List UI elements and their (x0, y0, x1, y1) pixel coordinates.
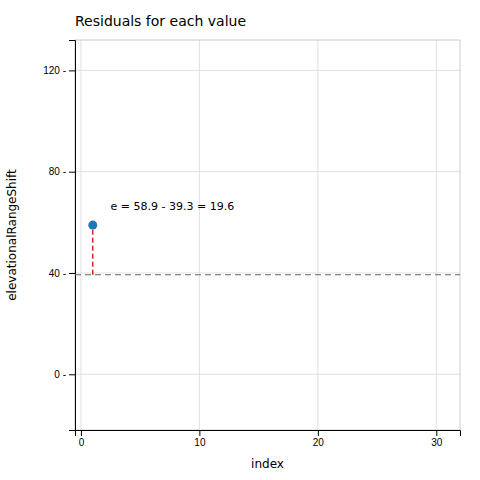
chart-container: 0 10 20 30 0 - 40 - 80 - 120 - e = 58.9 - 39.3 =… (0, 0, 480, 480)
y-tick-mark (69, 70, 75, 71)
x-tick: 10 (194, 430, 206, 448)
x-axis: 0 10 20 30 (76, 430, 461, 448)
x-axis-line (76, 431, 461, 437)
x-tick-label: 30 (431, 437, 443, 448)
chart-svg: 0 10 20 30 0 - 40 - 80 - 120 - e = 58.9 - 39.3 =… (0, 0, 480, 480)
grid-line-x (317, 40, 318, 430)
grid-line-y (75, 70, 460, 71)
y-tick: 120 - (43, 65, 75, 76)
y-axis: 0 - 40 - 80 - 120 - (43, 41, 75, 431)
y-tick: 0 - (54, 369, 75, 380)
y-tick-label: 120 - (43, 65, 66, 76)
x-axis-title: index (251, 457, 284, 471)
y-tick-label: 0 - (54, 369, 66, 380)
point (88, 221, 97, 230)
grid-line-y (75, 171, 460, 172)
y-tick-label: 80 - (49, 166, 66, 177)
grid-line-x (80, 40, 81, 430)
plot-frame (75, 40, 460, 430)
x-tick: 0 (79, 430, 85, 448)
y-tick-label: 40 - (49, 268, 66, 279)
y-tick-mark (69, 273, 75, 274)
plot: 0 10 20 30 0 - 40 - 80 - 120 - e = 58.9 - 39.3 =… (43, 40, 460, 448)
y-tick-mark (69, 172, 75, 173)
title: Residuals for each value (75, 13, 246, 29)
grid-line-y (75, 272, 460, 273)
x-tick: 20 (313, 430, 325, 448)
x-tick-label: 20 (313, 437, 325, 448)
grid-line-x (199, 40, 200, 430)
residual-segment (92, 225, 94, 275)
marks (75, 221, 460, 275)
x-tick-label: 0 (79, 437, 85, 448)
y-tick: 80 - (49, 166, 75, 177)
grid (75, 40, 460, 430)
x-tick-mark (436, 430, 437, 436)
x-tick-mark (199, 430, 200, 436)
x-tick-mark (318, 430, 319, 436)
x-tick-label: 10 (194, 437, 206, 448)
grid-line-x (436, 40, 437, 430)
y-axis-title: elevationalRangeShift (5, 169, 19, 301)
y-tick-mark (69, 374, 75, 375)
x-tick: 30 (431, 430, 443, 448)
grid-line-y (75, 374, 460, 375)
y-tick: 40 - (49, 268, 75, 279)
mean-line (75, 274, 460, 275)
y-axis-line (69, 41, 76, 431)
x-tick-mark (81, 430, 82, 436)
annotation: e = 58.9 - 39.3 = 19.6 (111, 200, 235, 213)
